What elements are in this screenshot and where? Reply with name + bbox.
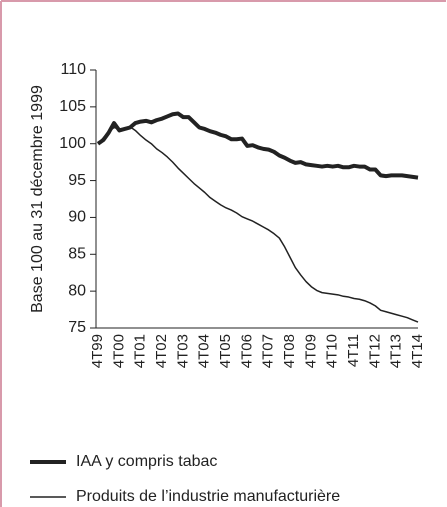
x-tick-label: 4T13	[388, 334, 405, 368]
x-tick-label: 4T02	[153, 334, 170, 368]
x-tick-label: 4T03	[174, 334, 191, 368]
x-tick-label: 4T05	[217, 334, 234, 368]
x-tick-label: 4T06	[238, 334, 255, 368]
x-tick-label: 4T08	[281, 334, 298, 368]
x-tick-label: 4T99	[89, 334, 106, 368]
x-tick-label: 4T10	[324, 334, 341, 368]
y-tick-label: 90	[68, 209, 86, 226]
x-tick-label: 4T11	[345, 334, 362, 367]
x-tick-label: 4T07	[260, 334, 277, 368]
legend-label: Produits de l’industrie manufacturière	[76, 488, 340, 505]
y-tick-label: 80	[68, 282, 86, 299]
x-tick-label: 4T01	[132, 334, 149, 368]
x-tick-label: 4T09	[302, 334, 319, 368]
legend-label: IAA y compris tabac	[76, 453, 217, 470]
x-tick-label: 4T04	[196, 334, 213, 368]
y-tick-label: 100	[59, 135, 86, 152]
y-tick-label: 105	[59, 98, 86, 115]
y-axis-label: Base 100 au 31 décembre 1999	[29, 85, 46, 313]
y-tick-label: 95	[68, 172, 86, 189]
x-tick-label: 4T12	[366, 334, 383, 368]
x-tick-label: 4T00	[110, 334, 127, 368]
y-tick-label: 110	[60, 61, 86, 78]
series-line	[97, 126, 419, 323]
y-tick-label: 85	[68, 246, 86, 263]
y-tick-label: 75	[68, 319, 86, 336]
series-line	[96, 111, 419, 180]
x-tick-label: 4T14	[409, 334, 426, 368]
